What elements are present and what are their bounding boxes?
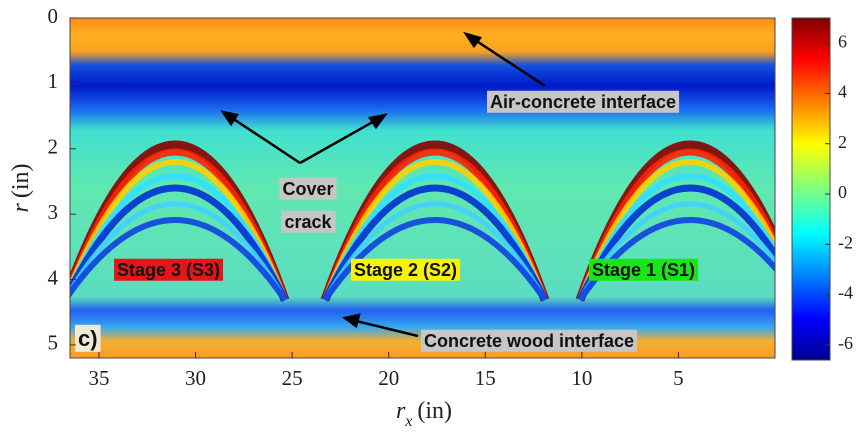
annotation: Stage 3 (S3) <box>117 260 220 280</box>
y-tick-label: 3 <box>48 200 59 224</box>
y-tick-label: 2 <box>48 135 59 159</box>
annotation: Air-concrete interface <box>490 92 676 112</box>
annotation: Cover <box>282 179 333 199</box>
colorbar-tick-label: 0 <box>838 182 847 202</box>
colorbar-tick-label: 2 <box>838 132 847 152</box>
colorbar <box>792 18 830 360</box>
y-tick-label: 4 <box>48 265 59 289</box>
x-tick-label: 15 <box>475 366 496 390</box>
colorbar-tick-label: -6 <box>838 333 853 353</box>
x-tick-label: 20 <box>378 366 399 390</box>
panel-label: c) <box>78 326 98 351</box>
chart: Air-concrete interface Cover crack Stage… <box>0 0 865 448</box>
annotation: Stage 1 (S1) <box>592 260 695 280</box>
y-tick-label: 0 <box>48 4 59 28</box>
x-tick-label: 30 <box>185 366 206 390</box>
annotation: Stage 2 (S2) <box>354 260 457 280</box>
x-tick-label: 25 <box>282 366 303 390</box>
x-tick-label: 5 <box>673 366 684 390</box>
annotation: Concrete wood interface <box>424 331 634 351</box>
y-tick-label: 5 <box>48 331 59 355</box>
y-tick-label: 1 <box>48 69 59 93</box>
x-tick-label: 35 <box>88 366 109 390</box>
heatmap-image <box>65 18 800 358</box>
colorbar-tick-label: -4 <box>838 283 853 303</box>
annotation: crack <box>284 212 332 232</box>
colorbar-tick-label: 6 <box>838 31 847 51</box>
x-tick-label: 10 <box>571 366 592 390</box>
x-axis-label: rx(in) <box>396 398 452 430</box>
y-axis-label: r(in) <box>8 164 34 213</box>
colorbar-tick-label: 4 <box>838 82 847 102</box>
colorbar-tick-label: -2 <box>838 232 853 252</box>
